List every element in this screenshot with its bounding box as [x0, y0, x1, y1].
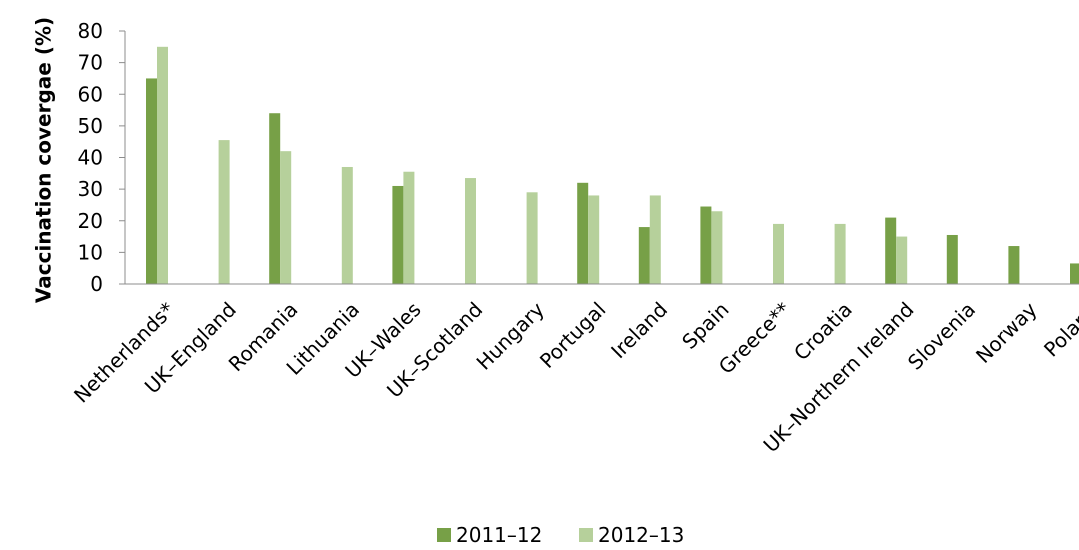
bar-0-14	[1008, 246, 1020, 284]
y-tick-label: 30	[78, 177, 103, 201]
x-tick-label: Slovenia	[903, 297, 980, 374]
bar-0-9	[700, 206, 712, 284]
y-axis-ticks: 0 10 20 30 40 50 60 70 80	[78, 19, 125, 296]
bar-1-2	[280, 151, 292, 284]
bar-1-3	[341, 166, 353, 284]
y-tick-label: 0	[90, 272, 103, 296]
y-tick-label: 50	[78, 114, 103, 138]
bar-1-6	[526, 192, 538, 284]
bar-1-8	[649, 195, 661, 284]
x-tick-label: Portugal	[535, 297, 611, 373]
bar-0-4	[392, 185, 404, 284]
bar-0-13	[946, 234, 958, 284]
x-tick-label: Poland	[1039, 297, 1079, 361]
x-tick-label: Norway	[971, 297, 1042, 368]
bar-1-0	[157, 46, 168, 284]
bar-1-7	[588, 195, 600, 284]
bar-1-5	[465, 178, 476, 284]
bar-0-0	[146, 78, 157, 284]
bar-1-11	[834, 223, 846, 284]
x-tick-label: Hungary	[472, 297, 549, 374]
bar-1-12	[896, 236, 908, 284]
x-tick-label: Spain	[677, 297, 733, 353]
bar-1-1	[218, 140, 230, 284]
bar-0-8	[638, 227, 650, 284]
bar-1-10	[773, 223, 784, 284]
y-tick-label: 10	[78, 240, 103, 264]
y-tick-label: 40	[78, 146, 103, 170]
bar-1-9	[711, 211, 723, 284]
bar-1-4	[403, 171, 415, 284]
x-axis-ticks: Netherlands*UK–EnglandRomaniaLithuaniaUK…	[69, 297, 1079, 457]
y-tick-label: 20	[78, 209, 103, 233]
legend-swatch-1	[579, 528, 593, 542]
legend: 2011–12 2012–13	[437, 523, 684, 547]
y-axis-label: Vaccination covergae (%)	[32, 17, 56, 303]
legend-label-0: 2011–12	[456, 523, 542, 547]
legend-label-1: 2012–13	[598, 523, 684, 547]
bar-0-2	[269, 113, 281, 284]
legend-swatch-0	[437, 528, 451, 542]
bar-0-7	[577, 182, 589, 284]
bars	[146, 46, 1079, 284]
y-tick-label: 60	[78, 82, 103, 106]
x-tick-label: Ireland	[606, 297, 672, 363]
bar-0-15	[1070, 263, 1079, 284]
bar-0-12	[885, 217, 897, 284]
y-tick-label: 80	[78, 19, 103, 43]
y-tick-label: 70	[78, 51, 103, 75]
